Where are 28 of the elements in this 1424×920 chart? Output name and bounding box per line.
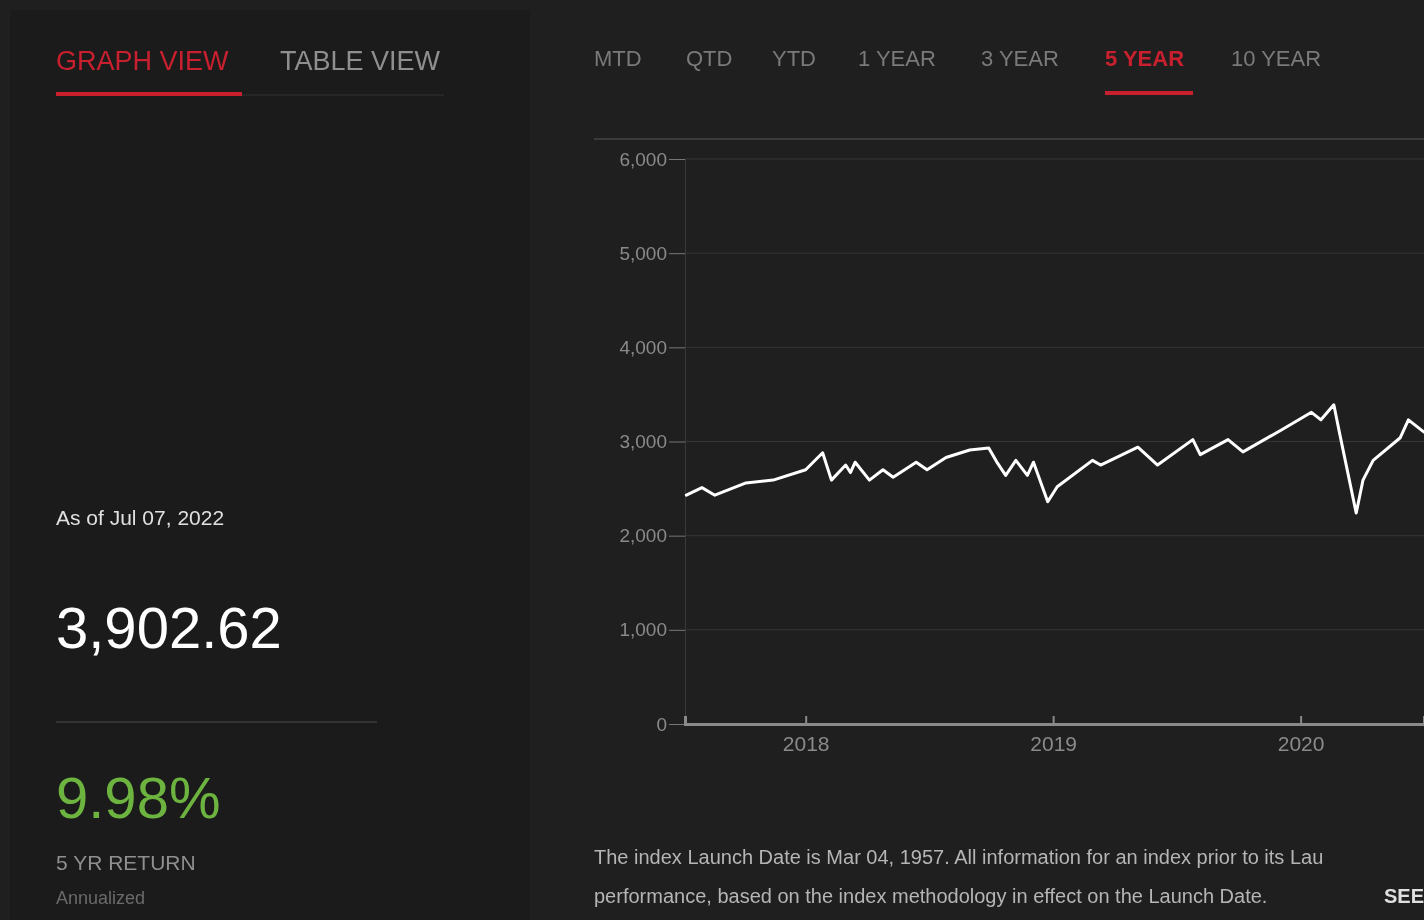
text: QTD [686, 46, 733, 71]
text: MTD [594, 46, 642, 71]
x-tick-label: 2018 [782, 731, 830, 755]
text: 1 YEAR [858, 46, 936, 71]
text: 3,902.62 [56, 595, 282, 660]
x-tick-label: 2019 [1030, 731, 1077, 755]
text: As of Jul 07, 2022 [56, 506, 225, 529]
text: performance, based on the index methodology in effect on the Launch Date. [594, 885, 1268, 907]
text: TABLE VIEW [280, 46, 441, 76]
text: 5 YEAR [1105, 46, 1185, 71]
text: YTD [772, 46, 816, 71]
y-tick-label: 2,000 [619, 525, 667, 547]
text: The index Launch Date is Mar 04, 1957. All information for an index prior to its Lau [594, 846, 1324, 868]
x-tick-label: 2020 [1277, 731, 1325, 755]
text: 3 YEAR [981, 46, 1059, 71]
text: SEE [1384, 885, 1424, 907]
text: 5 YR RETURN [56, 851, 196, 874]
text: 10 YEAR [1231, 46, 1322, 71]
y-tick-label: 6,000 [619, 148, 667, 170]
y-tick-label: 1,000 [619, 619, 667, 641]
text: 9.98% [56, 765, 221, 830]
line-series [684, 403, 1424, 515]
y-tick-label: 5,000 [619, 242, 667, 264]
y-tick-label: 4,000 [619, 336, 667, 358]
y-tick-label: 3,000 [619, 431, 667, 453]
y-tick-label: 0 [656, 713, 667, 735]
text: Annualized [56, 888, 146, 908]
text: GRAPH VIEW [56, 46, 230, 76]
